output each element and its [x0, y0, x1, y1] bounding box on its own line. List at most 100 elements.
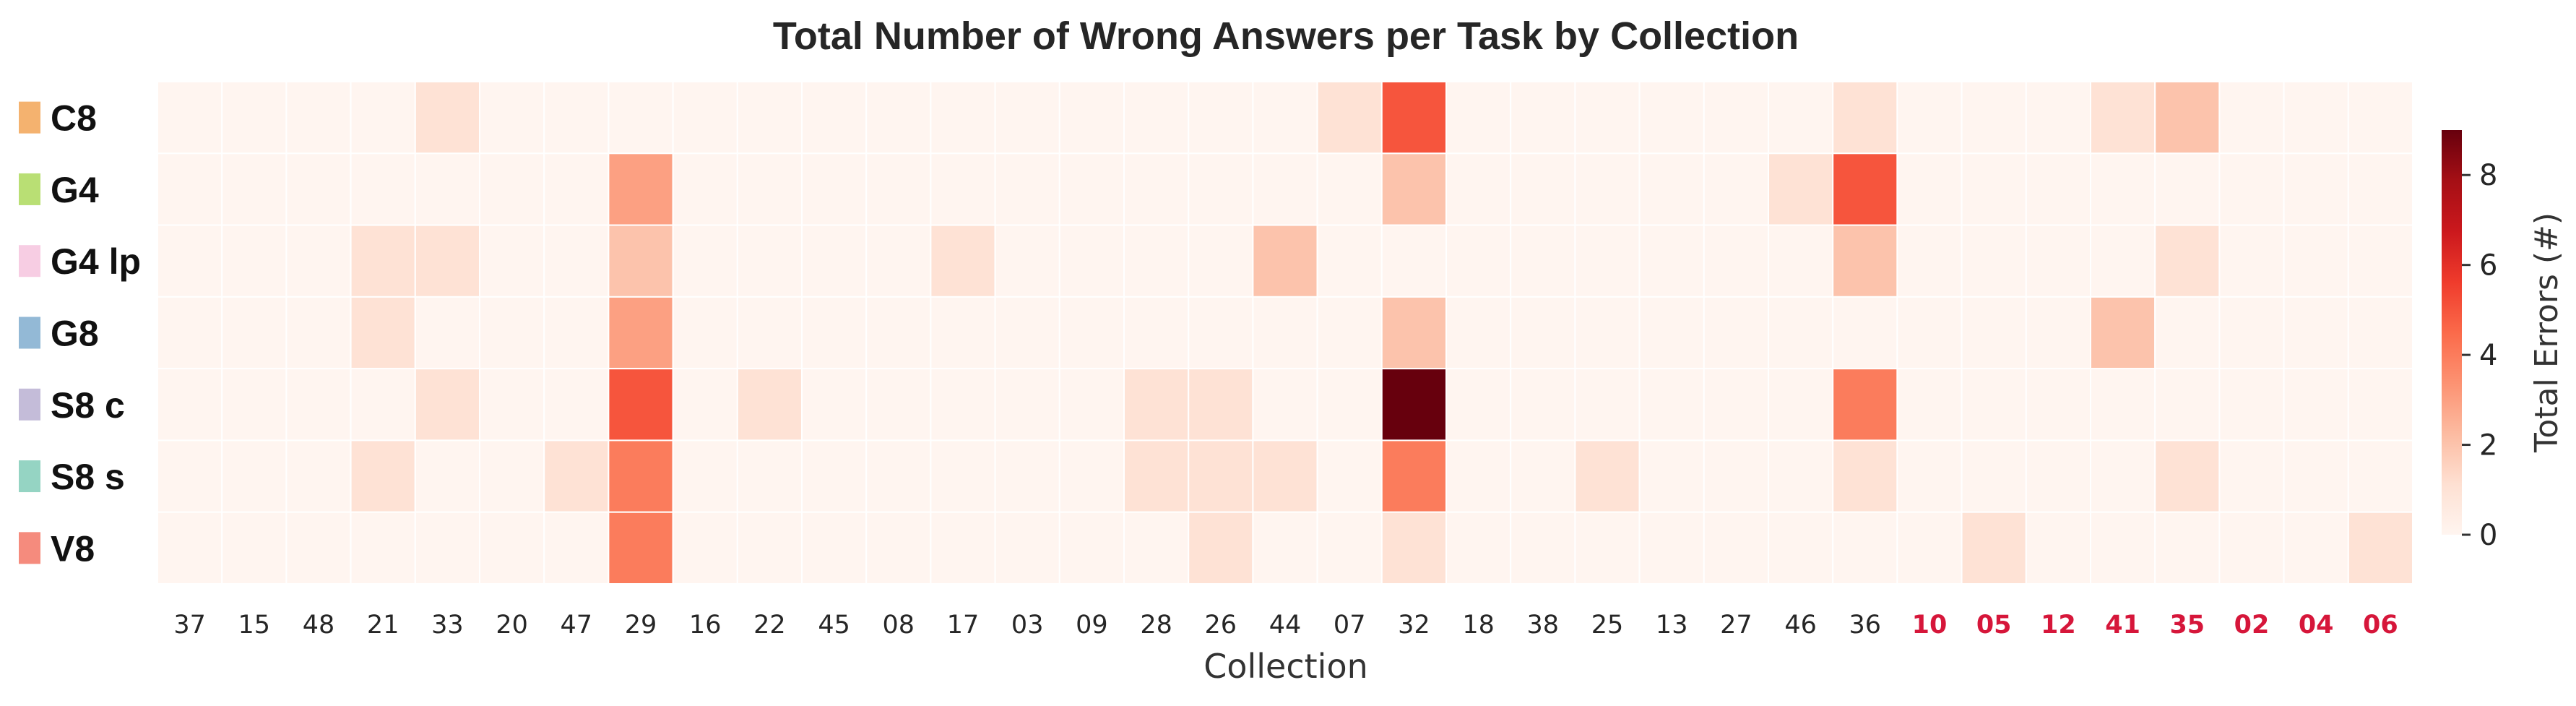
heatmap-cell: [672, 152, 738, 226]
x-tick-label: 25: [1591, 611, 1624, 640]
heatmap-cell: [1252, 296, 1318, 370]
heatmap-cell: [1638, 368, 1705, 442]
heatmap-cell: [930, 511, 996, 585]
x-tick-label: 06: [2363, 611, 2398, 640]
heatmap-cell: [543, 368, 610, 442]
heatmap-cell: [1574, 81, 1641, 155]
colorbar-tick-label: 8: [2479, 159, 2497, 192]
heatmap-cell: [285, 224, 352, 298]
heatmap-cell: [736, 368, 803, 442]
heatmap-cell: [2218, 296, 2285, 370]
heatmap-cell: [1252, 152, 1318, 226]
heatmap-cell: [608, 368, 674, 442]
heatmap-cell: [930, 81, 996, 155]
heatmap-cell: [414, 296, 480, 370]
heatmap-cell: [1058, 296, 1125, 370]
heatmap-cell: [1961, 511, 2027, 585]
heatmap-cell: [608, 511, 674, 585]
heatmap-cell: [1768, 368, 1834, 442]
heatmap-cell: [994, 368, 1060, 442]
heatmap-cell: [930, 439, 996, 513]
heatmap-cell: [285, 511, 352, 585]
heatmap-cell: [350, 81, 416, 155]
heatmap-cell: [2154, 296, 2221, 370]
chart-title: Total Number of Wrong Answers per Task b…: [773, 14, 1799, 58]
heatmap-cell: [1123, 368, 1190, 442]
heatmap-cell: [865, 296, 932, 370]
heatmap-cell: [736, 152, 803, 226]
heatmap-cell: [608, 439, 674, 513]
x-tick-label: 09: [1076, 611, 1108, 640]
heatmap-cell: [2025, 511, 2092, 585]
heatmap-cell: [1832, 81, 1898, 155]
x-tick-label: 04: [2299, 611, 2334, 640]
heatmap-cell: [2154, 224, 2221, 298]
heatmap-cell: [1316, 439, 1383, 513]
heatmap-cell: [350, 439, 416, 513]
heatmap-cell: [414, 439, 480, 513]
heatmap-cell: [2090, 439, 2156, 513]
heatmap-cell: [994, 296, 1060, 370]
heatmap-cell: [1510, 511, 1576, 585]
x-tick-label: 44: [1269, 611, 1302, 640]
heatmap-cell: [2090, 224, 2156, 298]
heatmap-cell: [1316, 511, 1383, 585]
heatmap-cell: [1896, 224, 1963, 298]
heatmap-cell: [1188, 511, 1254, 585]
heatmap-cell: [801, 296, 868, 370]
heatmap-cell: [1188, 81, 1254, 155]
heatmap-cell: [1316, 224, 1383, 298]
heatmap-cell: [479, 152, 545, 226]
heatmap-cell: [221, 439, 288, 513]
heatmap-cell: [1445, 368, 1512, 442]
heatmap-cell: [672, 511, 738, 585]
heatmap-cell: [1510, 368, 1576, 442]
heatmap-cell: [1316, 152, 1383, 226]
heatmap-cell: [157, 296, 223, 370]
x-tick-label: 13: [1656, 611, 1688, 640]
heatmap-cell: [736, 439, 803, 513]
row-color-swatch: [19, 317, 40, 349]
x-tick-label: 33: [431, 611, 464, 640]
heatmap-cell: [930, 296, 996, 370]
heatmap-cell: [2025, 152, 2092, 226]
colorbar-tick-label: 0: [2479, 519, 2497, 552]
heatmap-cell: [994, 224, 1060, 298]
heatmap-cell: [1638, 224, 1705, 298]
heatmap-cell: [801, 368, 868, 442]
x-tick-labels: 37 15 48 21 33 20 47 29 16 22 45 08 17 03 09 28 26 44 07 32…: [173, 611, 2398, 640]
heatmap-cell: [1768, 439, 1834, 513]
heatmap-cell: [414, 224, 480, 298]
heatmap-cell: [543, 152, 610, 226]
x-tick-label: 20: [496, 611, 528, 640]
x-axis-label: Collection: [1203, 647, 1368, 686]
x-tick-label: 15: [238, 611, 271, 640]
heatmap-cell: [285, 296, 352, 370]
heatmap-cell: [1638, 81, 1705, 155]
heatmap-cell: [2347, 152, 2414, 226]
heatmap-cell: [672, 368, 738, 442]
heatmap-cell: [221, 296, 288, 370]
heatmap-cell: [157, 368, 223, 442]
heatmap-cell: [2154, 368, 2221, 442]
heatmap-cell: [801, 439, 868, 513]
x-tick-label: 12: [2041, 611, 2076, 640]
heatmap-cell: [2283, 81, 2349, 155]
x-tick-label: 29: [625, 611, 657, 640]
heatmap-cell: [221, 368, 288, 442]
heatmap-cell: [865, 439, 932, 513]
heatmap-cell: [1445, 152, 1512, 226]
colorbar-bar: [2442, 130, 2462, 535]
colorbar: 0 2 4 6 8 Total Errors (#): [2442, 130, 2565, 552]
heatmap-cell: [2218, 224, 2285, 298]
heatmap-cell: [1703, 511, 1770, 585]
heatmap-cell: [1832, 224, 1898, 298]
heatmap-cell: [1896, 511, 1963, 585]
heatmap-cell: [1961, 152, 2027, 226]
heatmap-cell: [1768, 511, 1834, 585]
colorbar-tick-label: 2: [2479, 429, 2497, 462]
heatmap-cell: [350, 296, 416, 370]
heatmap-cell: [414, 511, 480, 585]
heatmap-cell: [2347, 81, 2414, 155]
heatmap-cell: [1123, 152, 1190, 226]
